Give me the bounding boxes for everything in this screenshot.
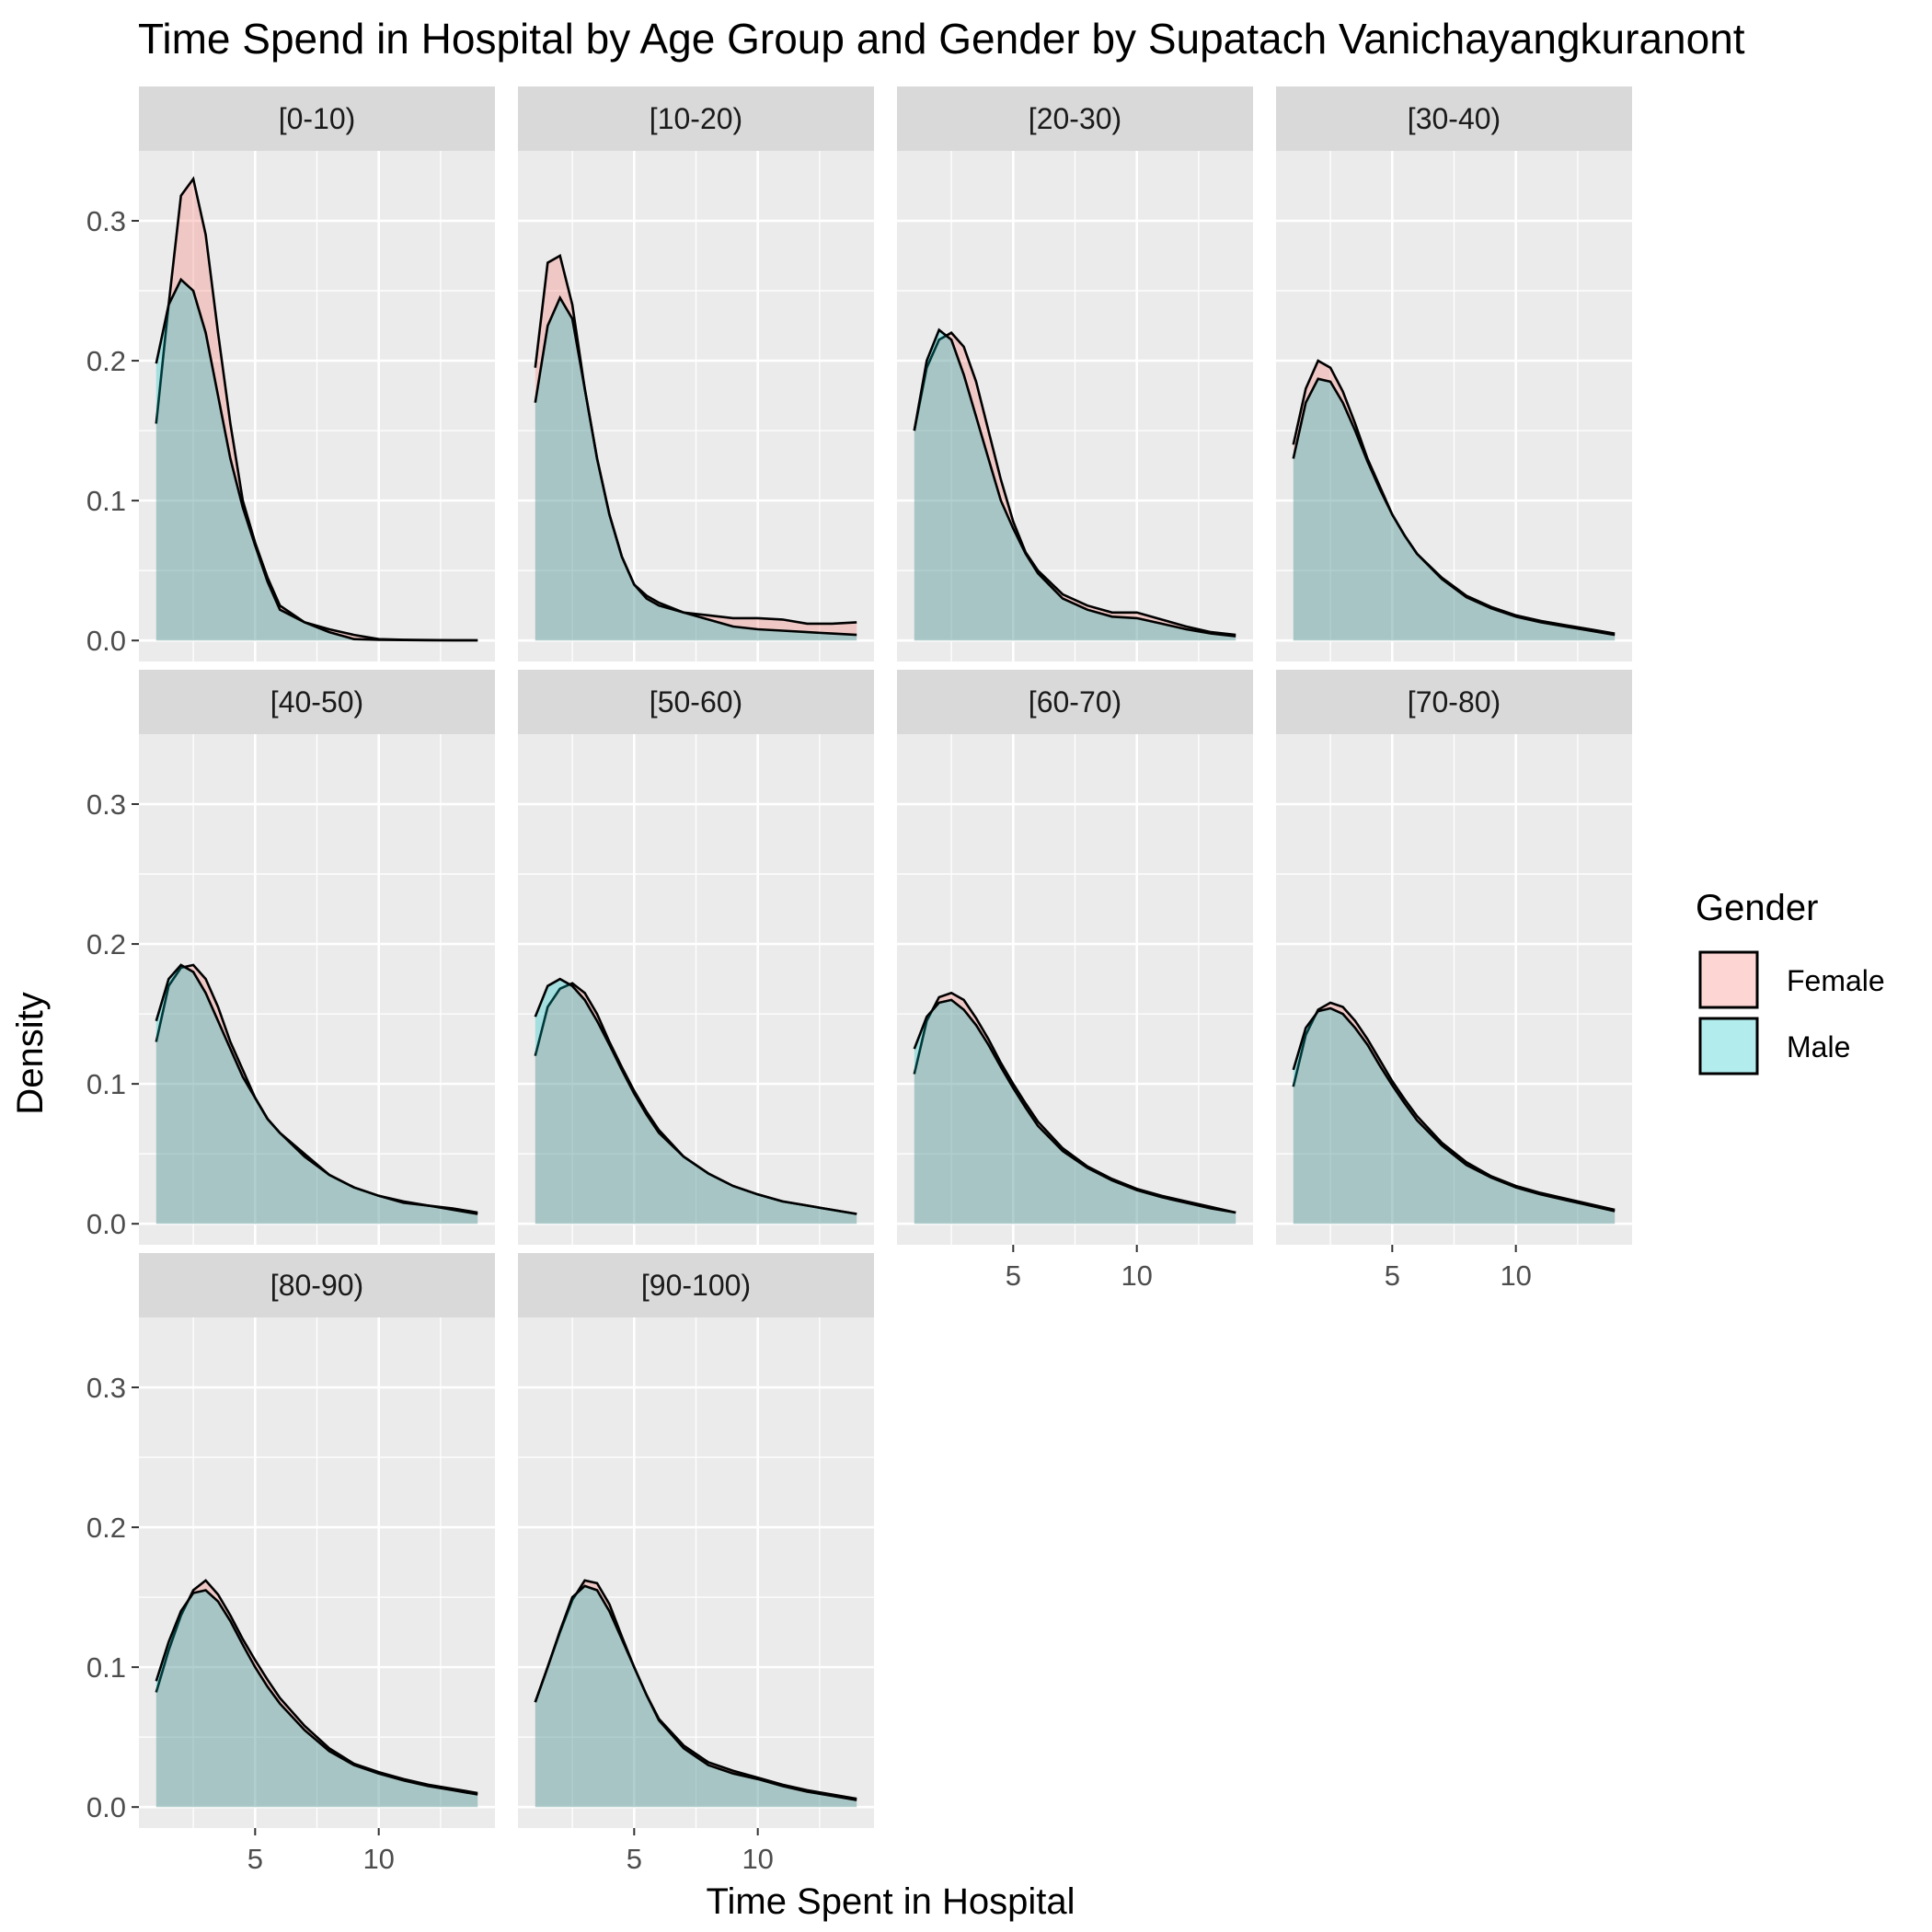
- facet-strip-label: [10-20): [650, 102, 742, 135]
- y-tick-label: 0.3: [86, 205, 126, 237]
- y-tick-label: 0.1: [86, 1068, 126, 1100]
- density-line-female: [155, 1579, 478, 1795]
- density-line-male: [534, 977, 857, 1215]
- facet-strip: [139, 670, 495, 734]
- facet-panel-0-10: [0-10) 0.0 0.1 0.2 0.3: [86, 86, 495, 661]
- density-area-male: [535, 297, 857, 641]
- density-area-female: [535, 983, 857, 1225]
- facet-strip-label: [70-80): [1408, 685, 1501, 719]
- legend-key-background: [1698, 949, 1759, 1010]
- x-tick-label: 10: [1500, 1259, 1531, 1292]
- facet-strip: [1276, 670, 1632, 734]
- density-area-male: [914, 999, 1236, 1225]
- density-line-male: [155, 277, 478, 642]
- legend: Gender Female Male: [1696, 888, 1885, 1076]
- density-area-female: [1293, 1002, 1616, 1225]
- density-line-female: [913, 991, 1236, 1214]
- facet-strip: [518, 86, 874, 151]
- density-line-male: [155, 963, 478, 1215]
- y-tick-label: 0.0: [86, 1791, 126, 1823]
- x-tick-label: 10: [742, 1843, 773, 1875]
- density-area-male: [1293, 378, 1616, 641]
- legend-swatch-male: [1698, 1017, 1759, 1075]
- x-tick-label: 10: [362, 1843, 394, 1875]
- legend-title: Gender: [1696, 888, 1818, 928]
- density-line-male: [913, 998, 1236, 1214]
- y-tick-label: 0.2: [86, 928, 126, 960]
- density-line-male: [155, 1589, 478, 1796]
- facet-panel-40-50: [40-50) 0.0 0.1 0.2 0.3: [86, 670, 495, 1245]
- density-line-male: [913, 328, 1236, 638]
- density-area-male: [914, 329, 1236, 641]
- density-area-female: [914, 993, 1236, 1225]
- density-area-female: [155, 178, 478, 641]
- facet-panel-30-40: [30-40): [1276, 86, 1632, 661]
- density-area-male: [535, 979, 857, 1225]
- facet-strip-label: [50-60): [650, 685, 742, 719]
- facet-strip-label: [80-90): [270, 1269, 363, 1302]
- x-axis-title: Time Spent in Hospital: [707, 1881, 1075, 1922]
- facet-panels: [0-10) 0.0 0.1 0.2 0.3 [10-20) [20-30) [30-40) […: [86, 86, 1632, 1875]
- x-tick-label: 5: [627, 1843, 642, 1875]
- facet-panel-90-100: [90-100) 5 10: [518, 1253, 874, 1875]
- facet-strip-label: [40-50): [270, 685, 363, 719]
- facet-strip: [139, 86, 495, 151]
- y-axis-title: Density: [10, 992, 51, 1114]
- facet-strip: [518, 670, 874, 734]
- density-area-female: [535, 1580, 857, 1808]
- density-line-male: [534, 294, 857, 637]
- y-tick-label: 0.3: [86, 1372, 126, 1404]
- density-line-male: [534, 1584, 857, 1801]
- facet-panel-20-30: [20-30): [897, 86, 1253, 661]
- legend-key-background: [1698, 1016, 1759, 1076]
- x-tick-label: 10: [1121, 1259, 1152, 1292]
- y-tick-label: 0.0: [86, 1208, 126, 1240]
- facet-strip-label: [0-10): [279, 102, 356, 135]
- density-area-male: [155, 964, 478, 1225]
- y-tick-label: 0.2: [86, 1512, 126, 1544]
- facet-strip: [897, 86, 1253, 151]
- density-line-female: [534, 254, 857, 626]
- density-line-male: [1292, 377, 1616, 637]
- density-area-female: [914, 332, 1236, 641]
- density-area-male: [535, 1585, 857, 1808]
- facet-panel-70-80: [70-80) 5 10: [1276, 670, 1632, 1292]
- density-line-female: [1292, 1001, 1616, 1212]
- facet-strip: [1276, 86, 1632, 151]
- legend-swatch-female: [1698, 950, 1759, 1009]
- facet-strip-label: [20-30): [1029, 102, 1121, 135]
- facet-strip: [139, 1253, 495, 1317]
- facet-panel-10-20: [10-20): [518, 86, 874, 661]
- density-area-female: [1293, 361, 1616, 641]
- density-area-female: [535, 256, 857, 641]
- y-tick-label: 0.3: [86, 788, 126, 821]
- y-tick-label: 0.0: [86, 625, 126, 657]
- facet-panel-80-90: [80-90) 0.0 0.1 0.2 0.3 5 10: [86, 1253, 495, 1875]
- y-tick-label: 0.1: [86, 1651, 126, 1684]
- facet-panel-60-70: [60-70) 5 10: [897, 670, 1253, 1292]
- facet-strip: [897, 670, 1253, 734]
- density-area-female: [155, 964, 478, 1225]
- facet-strip-label: [60-70): [1029, 685, 1121, 719]
- chart-title: Time Spend in Hospital by Age Group and …: [138, 15, 1745, 63]
- density-area-male: [1293, 1008, 1616, 1225]
- facet-strip-label: [30-40): [1408, 102, 1501, 135]
- y-tick-label: 0.1: [86, 485, 126, 517]
- legend-label-male: Male: [1787, 1030, 1850, 1064]
- x-tick-label: 5: [1385, 1259, 1400, 1292]
- legend-key-female: [1698, 949, 1759, 1010]
- legend-label-female: Female: [1787, 964, 1885, 997]
- density-area-female: [155, 1580, 478, 1808]
- facet-strip-label: [90-100): [641, 1269, 751, 1302]
- density-area-male: [155, 1590, 478, 1808]
- x-tick-label: 5: [1006, 1259, 1021, 1292]
- legend-key-male: [1698, 1016, 1759, 1076]
- density-area-male: [155, 279, 478, 641]
- y-tick-label: 0.2: [86, 345, 126, 377]
- x-tick-label: 5: [247, 1843, 263, 1875]
- facet-strip: [518, 1253, 874, 1317]
- density-line-male: [1292, 1006, 1616, 1213]
- facet-panel-50-60: [50-60): [518, 670, 874, 1245]
